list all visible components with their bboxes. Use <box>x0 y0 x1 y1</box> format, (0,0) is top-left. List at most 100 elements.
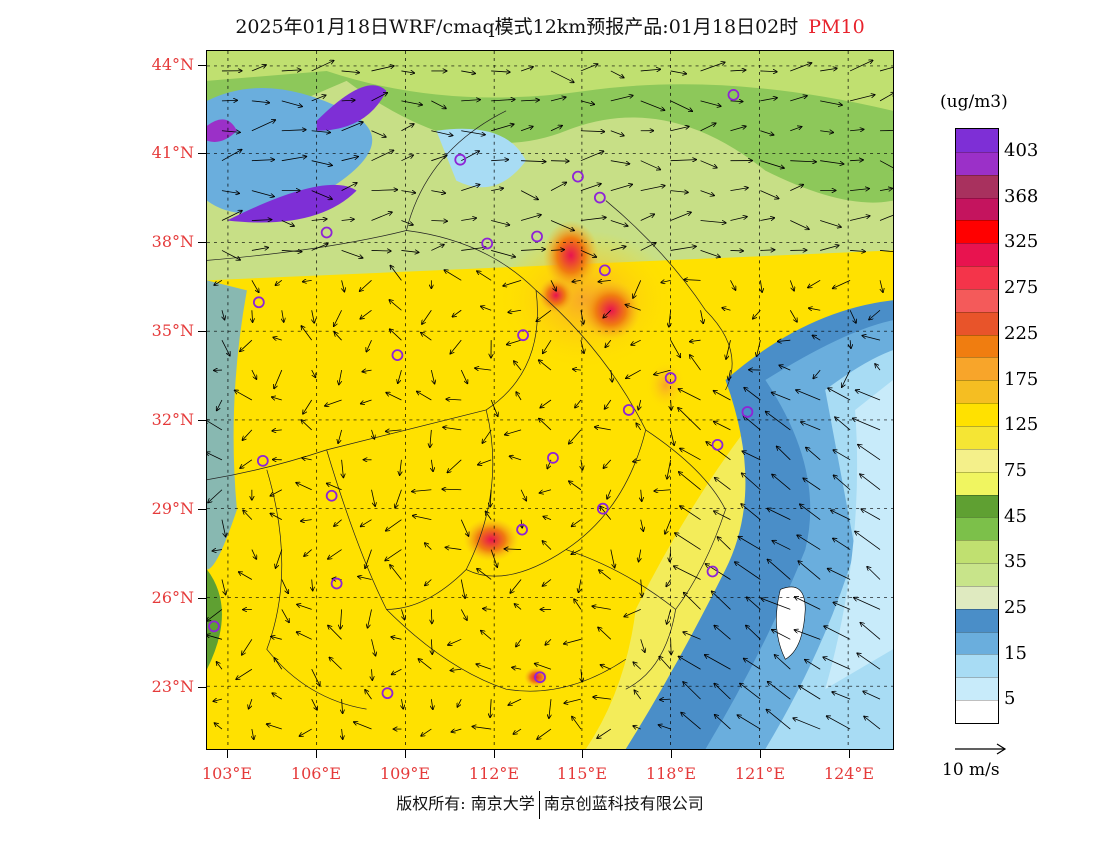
wind-arrow <box>457 698 462 707</box>
wind-arrow <box>239 572 253 580</box>
wind-arrow <box>281 609 289 622</box>
wind-reference-label: 10 m/s <box>942 760 1000 780</box>
wind-arrow <box>430 429 431 447</box>
wind-arrow <box>521 519 522 528</box>
wind-arrow <box>790 127 801 132</box>
wind-arrow <box>490 699 491 717</box>
wind-arrow <box>358 576 372 580</box>
wind-arrow <box>251 220 272 221</box>
wind-arrow <box>481 306 492 311</box>
wind-arrow <box>820 100 842 105</box>
wind-arrow <box>730 70 745 71</box>
wind-arrow <box>700 100 721 106</box>
wind-arrow <box>460 369 467 383</box>
wind-arrow <box>520 489 526 501</box>
wind-arrow <box>879 214 893 221</box>
wind-arrow <box>477 569 492 580</box>
wind-arrow <box>221 190 239 194</box>
city-marker <box>711 438 724 451</box>
wind-arrow <box>572 519 582 527</box>
wind-arrow <box>700 220 726 223</box>
wind-arrow <box>550 126 562 132</box>
wind-arrow <box>730 217 746 221</box>
city-marker <box>593 191 606 204</box>
wind-arrow <box>341 183 357 191</box>
wind-arrow <box>328 625 342 640</box>
wind-arrow <box>521 249 545 250</box>
wind-arrow <box>542 541 552 550</box>
wind-arrow <box>401 100 422 105</box>
wind-arrow <box>301 520 312 521</box>
wind-arrow <box>597 728 612 738</box>
legend-swatch <box>956 243 998 267</box>
wind-arrow <box>600 665 611 670</box>
wind-arrow <box>508 310 522 312</box>
wind-arrow <box>580 340 584 353</box>
wind-arrow <box>679 472 701 491</box>
wind-arrow <box>311 131 330 133</box>
wind-arrow <box>793 718 821 730</box>
wind-arrow <box>431 245 444 251</box>
wind-arrow <box>670 191 688 193</box>
lat-label: 23°N <box>151 677 194 696</box>
legend-swatch <box>956 517 998 541</box>
wind-arrow <box>304 549 312 557</box>
wind-arrow <box>461 247 486 251</box>
wind-arrow <box>833 602 851 610</box>
wind-arrow <box>390 266 402 281</box>
wind-arrow <box>431 459 433 472</box>
wind-arrow <box>850 340 851 348</box>
wind-arrow <box>681 713 701 730</box>
wind-arrow <box>670 126 689 132</box>
wind-arrow <box>252 728 254 739</box>
wind-arrow <box>683 682 701 700</box>
wind-arrow <box>850 250 865 251</box>
wind-arrow <box>341 100 355 101</box>
wind-arrow <box>450 339 462 354</box>
wind-arrow <box>760 250 774 251</box>
wind-arrow <box>539 489 552 493</box>
wind-arrow <box>401 250 418 252</box>
wind-arrow <box>760 160 784 168</box>
wind-arrow <box>431 639 432 654</box>
wind-arrow <box>833 538 851 550</box>
lon-tick <box>316 750 317 758</box>
wind-arrow <box>610 549 615 568</box>
wind-arrow <box>461 185 479 191</box>
wind-arrow <box>667 609 672 624</box>
wind-arrow <box>700 190 715 196</box>
wind-arrow <box>334 332 342 341</box>
wind-arrow <box>276 549 283 568</box>
wind-arrow <box>867 567 881 580</box>
wind-arrow <box>222 310 225 319</box>
wind-arrow <box>481 631 492 640</box>
wind-arrow <box>366 340 372 351</box>
wind-arrow <box>760 218 774 221</box>
lon-label: 121°E <box>734 764 786 783</box>
lat-tick <box>198 687 206 688</box>
wind-arrow <box>700 160 717 168</box>
city-marker <box>534 671 546 684</box>
wind-arrow <box>860 474 881 491</box>
wind-arrow <box>267 724 282 730</box>
wind-arrow <box>863 691 881 700</box>
wind-arrow <box>311 219 327 220</box>
wind-arrow <box>341 122 363 132</box>
wind-arrow <box>850 216 870 221</box>
wind-arrow <box>669 310 671 327</box>
wind-arrow <box>813 369 821 378</box>
wind-arrow <box>221 339 230 355</box>
legend-label: 225 <box>1004 322 1039 344</box>
wind-arrow <box>580 100 594 104</box>
wind-arrow <box>772 541 791 550</box>
wind-arrow <box>207 420 223 431</box>
wind-arrow <box>371 639 376 655</box>
wind-arrow <box>573 369 581 370</box>
wind-arrow <box>610 70 624 78</box>
wind-arrow <box>271 637 282 640</box>
wind-arrow <box>543 579 552 585</box>
wind-arrow <box>580 217 606 221</box>
lat-tick <box>198 65 206 66</box>
wind-arrow <box>431 609 432 623</box>
wind-arrow <box>730 101 742 102</box>
